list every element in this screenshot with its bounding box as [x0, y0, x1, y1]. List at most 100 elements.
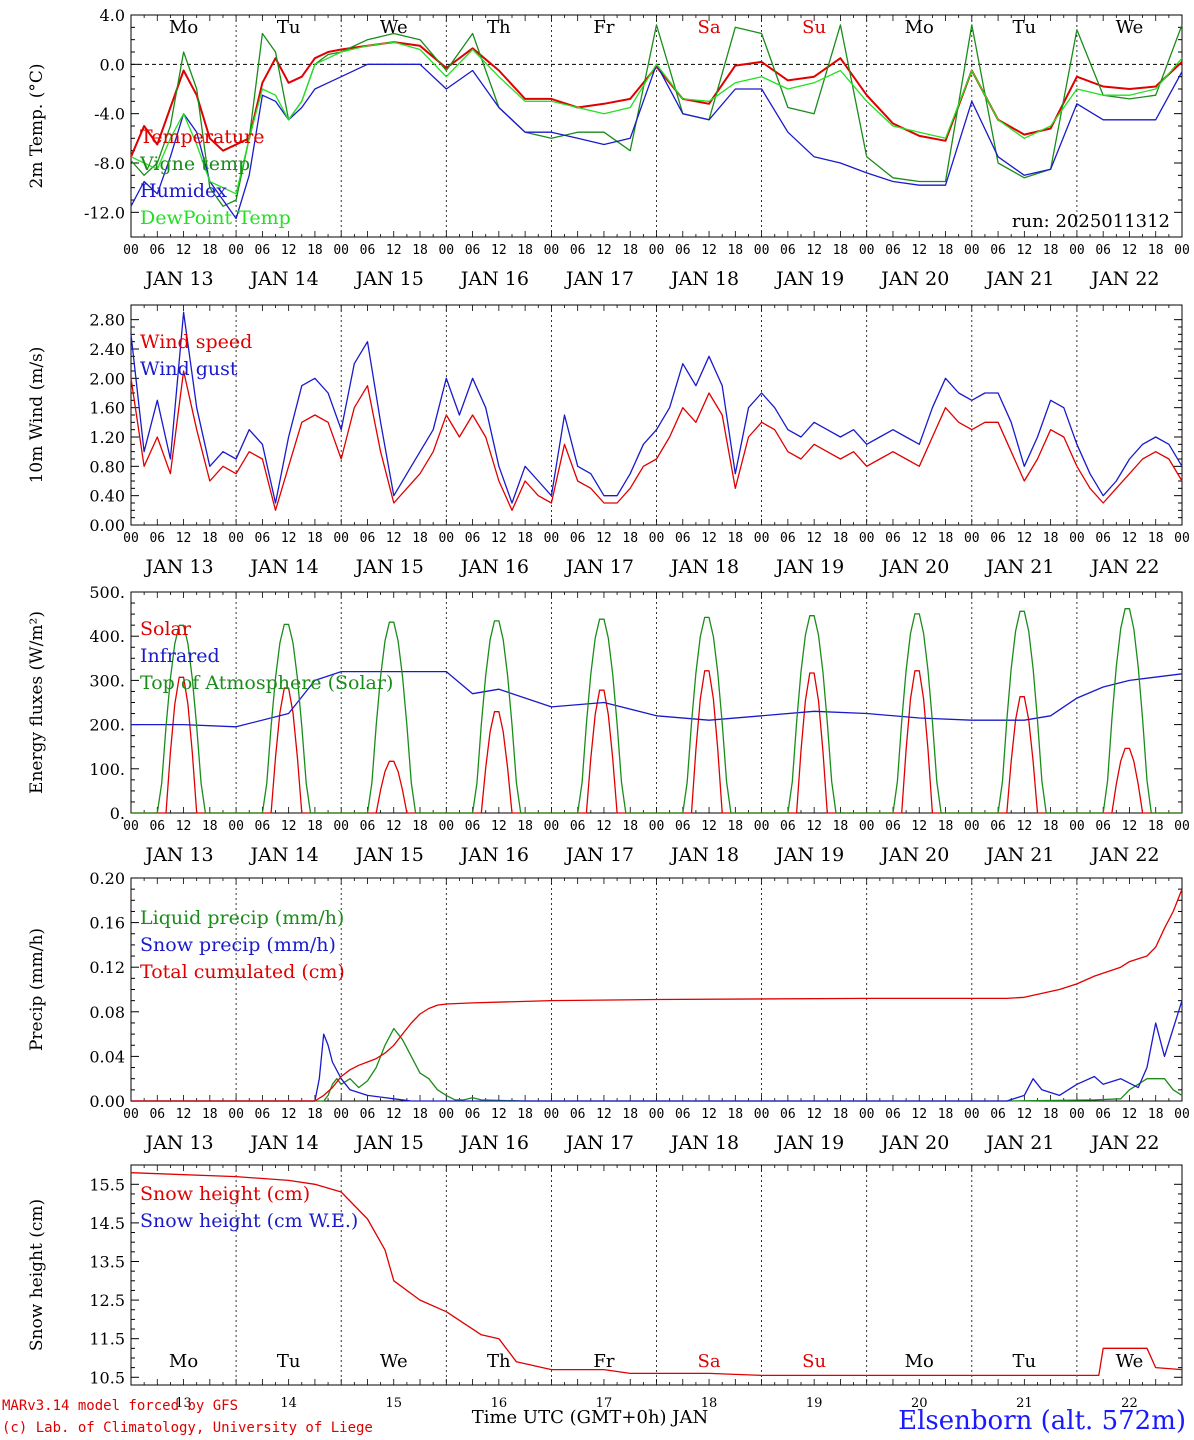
date-label: JAN 17: [564, 268, 634, 290]
y-tick-label: 1.60: [89, 399, 125, 418]
x-tick-label: 12: [386, 531, 402, 546]
day-number-label: 13: [175, 1396, 192, 1411]
x-tick-label: 18: [938, 243, 954, 258]
y-tick-label: 0.08: [89, 1003, 125, 1022]
x-tick-label: 18: [412, 819, 428, 834]
weekday-label: Fr: [593, 17, 614, 38]
date-label: JAN 20: [879, 1132, 949, 1154]
x-tick-label: 12: [596, 1107, 612, 1122]
day-number-label: 16: [491, 1396, 508, 1411]
x-tick-label: 06: [149, 243, 165, 258]
day-number-label: 19: [806, 1396, 823, 1411]
x-tick-label: 18: [1043, 819, 1059, 834]
x-tick-label: 18: [307, 1107, 323, 1122]
x-tick-label: 12: [386, 819, 402, 834]
x-tick-label: 00: [438, 243, 454, 258]
x-tick-label: 00: [123, 1107, 139, 1122]
weekday-label: Th: [487, 17, 511, 38]
legend-entry: Snow height (cm): [140, 1183, 310, 1205]
x-tick-label: 00: [544, 819, 560, 834]
weekday-label: We: [1116, 17, 1144, 38]
x-tick-label: 00: [649, 531, 665, 546]
weekday-label: Mo: [169, 17, 198, 38]
series-line-liquid-precip-mm-h-: [131, 1027, 1183, 1102]
y-tick-label: 500.: [89, 583, 125, 602]
x-tick-label: 00: [123, 243, 139, 258]
weekday-label: Sa: [698, 1351, 721, 1372]
x-tick-label: 06: [780, 819, 796, 834]
series-line-snow-height-cm-: [130, 1172, 1183, 1377]
date-label: JAN 14: [249, 556, 319, 578]
y-tick-label: 2.40: [89, 340, 125, 359]
x-tick-label: 06: [885, 243, 901, 258]
x-tick-label: 18: [833, 531, 849, 546]
x-tick-label: 12: [491, 243, 507, 258]
x-tick-label: 06: [360, 531, 376, 546]
x-tick-label: 18: [307, 243, 323, 258]
x-tick-label: 00: [964, 243, 980, 258]
x-tick-label: 00: [1069, 819, 1085, 834]
x-tick-label: 18: [833, 1107, 849, 1122]
x-tick-label: 00: [123, 819, 139, 834]
legend-entry: Snow height (cm W.E.): [140, 1210, 358, 1232]
x-tick-label: 12: [1017, 819, 1033, 834]
x-tick-label: 12: [596, 819, 612, 834]
x-tick-label: 06: [360, 1107, 376, 1122]
x-tick-label: 18: [727, 243, 743, 258]
x-tick-label: 12: [281, 531, 297, 546]
x-tick-label: 06: [360, 819, 376, 834]
x-tick-label: 06: [675, 531, 691, 546]
x-tick-label: 00: [859, 243, 875, 258]
date-label: JAN 22: [1089, 556, 1159, 578]
x-tick-label: 06: [1095, 819, 1111, 834]
x-tick-label: 18: [412, 243, 428, 258]
run-annotation: run: 2025011312: [1012, 211, 1170, 232]
x-tick-label: 12: [281, 243, 297, 258]
series-line-infrared: [131, 670, 1183, 728]
x-tick-label: 18: [1148, 1107, 1164, 1122]
series-line-top-of-atmosphere-solar-: [131, 608, 1182, 814]
x-tick-label: 18: [833, 819, 849, 834]
x-tick-label: 18: [622, 243, 638, 258]
series-line-vigne-temp: [130, 24, 1183, 207]
x-tick-label: 12: [911, 243, 927, 258]
weekday-label: Tu: [277, 17, 301, 38]
x-tick-label: 06: [990, 243, 1006, 258]
x-tick-label: 18: [202, 1107, 218, 1122]
x-tick-label: 12: [806, 819, 822, 834]
x-tick-label: 00: [964, 819, 980, 834]
date-label: JAN 18: [669, 268, 739, 290]
x-tick-label: 06: [885, 1107, 901, 1122]
x-tick-label: 12: [1122, 1107, 1138, 1122]
legend-entry: Temperature: [140, 126, 264, 148]
date-label: JAN 17: [564, 844, 634, 866]
x-tick-label: 12: [176, 243, 192, 258]
date-label: JAN 19: [774, 556, 844, 578]
x-tick-label: 06: [780, 531, 796, 546]
x-tick-label: 00: [333, 531, 349, 546]
x-tick-label: 12: [596, 531, 612, 546]
x-tick-label: 18: [202, 819, 218, 834]
x-tick-label: 12: [281, 819, 297, 834]
x-tick-label: 18: [517, 531, 533, 546]
y-tick-label: 0.16: [89, 914, 125, 933]
series-line-temperature: [130, 41, 1183, 158]
x-tick-label: 00: [123, 531, 139, 546]
x-tick-label: 12: [281, 1107, 297, 1122]
x-tick-label: 00: [1069, 1107, 1085, 1122]
x-tick-label: 00: [649, 819, 665, 834]
x-tick-label: 12: [1122, 819, 1138, 834]
legend-entry: Liquid precip (mm/h): [140, 907, 344, 929]
x-tick-label: 00: [1069, 243, 1085, 258]
x-tick-label: 06: [1095, 1107, 1111, 1122]
y-tick-label: 10.5: [89, 1368, 125, 1387]
chart-panel-4: [130, 877, 1183, 1102]
legend-entry: Top of Atmosphere (Solar): [140, 672, 393, 694]
y-tick-label: 2.80: [89, 311, 125, 330]
x-tick-label: 12: [1122, 243, 1138, 258]
x-tick-label: 12: [701, 243, 717, 258]
x-tick-label: 00: [754, 243, 770, 258]
x-tick-label: 18: [1043, 243, 1059, 258]
date-label: JAN 16: [459, 844, 529, 866]
